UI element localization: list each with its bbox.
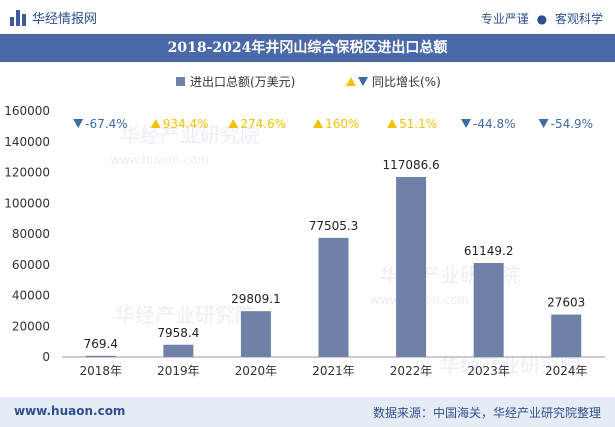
bar-value-label: 27603 [547, 296, 585, 310]
growth-up-triangle-icon [150, 119, 161, 128]
growth-up-triangle-icon [313, 119, 324, 128]
tagline-left: 专业严谨 [480, 12, 529, 26]
tagline: 专业严谨 ● 客观科学 [481, 10, 603, 27]
bar-value-label: 77505.3 [309, 219, 359, 233]
bar [85, 355, 116, 357]
growth-label: 934.4% [163, 117, 209, 131]
x-tick-label: 2018年 [80, 364, 123, 378]
bar [163, 344, 194, 357]
value-labels: 769.4 7958.4 29809.1 77505.3 117086.6 61149.2… [84, 158, 586, 351]
bar [473, 262, 504, 357]
growth-down-triangle-icon [461, 119, 472, 128]
bar-value-label: 769.4 [84, 337, 118, 351]
tagline-right: 客观科学 [554, 12, 603, 26]
x-tick-label: 2020年 [235, 364, 278, 378]
bar-value-label: 117086.6 [382, 158, 439, 172]
growth-label: 160% [325, 117, 359, 131]
watermark-text: 华经产业研究院 [115, 303, 255, 327]
y-tick-label: 40000 [12, 289, 50, 303]
growth-label: -44.8% [473, 117, 515, 131]
growth-label: 51.1% [399, 117, 437, 131]
y-tick-label: 20000 [12, 319, 50, 333]
x-tick-label: 2022年 [390, 364, 433, 378]
y-tick-label: 80000 [12, 227, 50, 241]
logo-icon [10, 9, 26, 26]
title-bar: 2018-2024年井冈山综合保税区进出口总额 [0, 34, 615, 62]
logo: 华经情报网 [10, 8, 97, 27]
legend-bar-label: 进出口总额(万美元) [190, 75, 295, 89]
y-tick-label: 0 [42, 350, 50, 364]
top-bar: 华经情报网 专业严谨 ● 客观科学 [0, 0, 615, 34]
watermark-url: www.huaon.com [110, 153, 209, 167]
footer-source: 数据来源：中国海关，华经产业研究院整理 [372, 406, 601, 420]
legend-bar-swatch [176, 77, 185, 86]
x-tick-label: 2019年 [157, 364, 200, 378]
bar [318, 237, 349, 357]
x-tick-label: 2023年 [467, 364, 510, 378]
growth-up-triangle-icon [228, 119, 239, 128]
bar-value-label: 7958.4 [157, 326, 199, 340]
growth-down-triangle-icon [538, 119, 549, 128]
logo-text: 华经情报网 [32, 12, 98, 27]
growth-row: -67.4% 934.4% 274.6% 160% 51.1% -44.8% -54.9% [73, 117, 593, 131]
y-tick-label: 160000 [4, 104, 50, 118]
bar [551, 314, 582, 357]
bar-value-label: 29809.1 [231, 292, 281, 306]
growth-label: 274.6% [240, 117, 286, 131]
bar [240, 311, 271, 357]
y-tick-label: 120000 [4, 166, 50, 180]
chart-area: 华经产业研究院 www.huaon.com 华经产业研究院 www.huaon.… [4, 75, 605, 378]
legend-up-triangle-icon [346, 77, 356, 86]
legend-down-triangle-icon [358, 77, 368, 86]
footer-site: www.huaon.com [14, 404, 126, 418]
bar-value-label: 61149.2 [464, 244, 514, 258]
y-tick-label: 60000 [12, 258, 50, 272]
bullet-icon: ● [536, 12, 548, 26]
footer: www.huaon.com 数据来源：中国海关，华经产业研究院整理 [0, 397, 615, 427]
y-tick-label: 100000 [4, 196, 50, 210]
bar [396, 176, 427, 357]
legend-growth-label: 同比增长(%) [372, 75, 441, 89]
legend: 进出口总额(万美元) 同比增长(%) [176, 75, 441, 89]
bars [85, 176, 582, 357]
growth-label: -54.9% [551, 117, 593, 131]
x-axis-labels: 2018年 2019年 2020年 2021年 2022年 2023年 2024年 [80, 364, 588, 378]
growth-label: -67.4% [85, 117, 127, 131]
y-tick-label: 140000 [4, 135, 50, 149]
growth-down-triangle-icon [73, 119, 84, 128]
growth-up-triangle-icon [387, 119, 398, 128]
chart-title: 2018-2024年井冈山综合保税区进出口总额 [167, 40, 448, 56]
y-axis: 0 20000 40000 60000 80000 100000 120000 140000 1… [4, 104, 50, 364]
x-tick-label: 2021年 [312, 364, 355, 378]
x-tick-label: 2024年 [545, 364, 588, 378]
